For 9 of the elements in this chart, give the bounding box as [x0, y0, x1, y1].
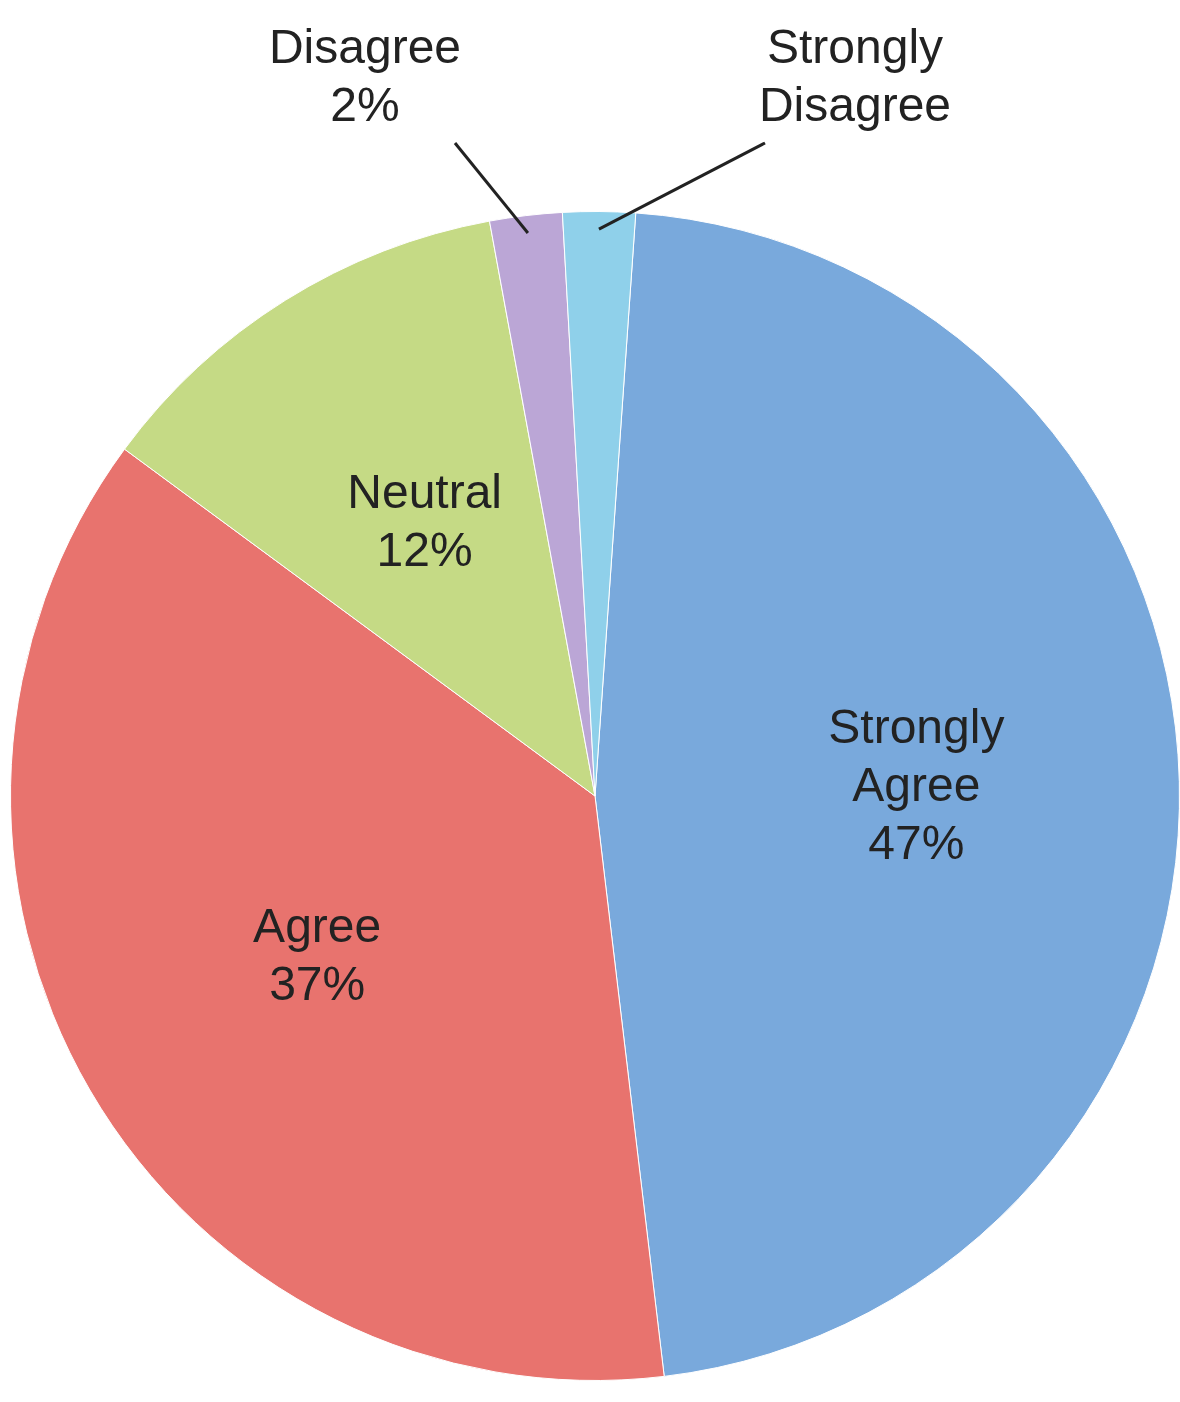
slice-label: Agree	[253, 898, 382, 952]
data-label: 2%	[330, 78, 400, 132]
slice-label: Strongly Disagree	[758, 20, 952, 132]
data-label: 37%	[269, 956, 366, 1010]
data-label: 12%	[376, 522, 473, 576]
slice-label: Strongly Agree	[828, 700, 1005, 812]
data-label: 47%	[868, 816, 965, 870]
slice-label: Disagree	[268, 20, 462, 74]
slice-label: Neutral	[347, 464, 503, 518]
